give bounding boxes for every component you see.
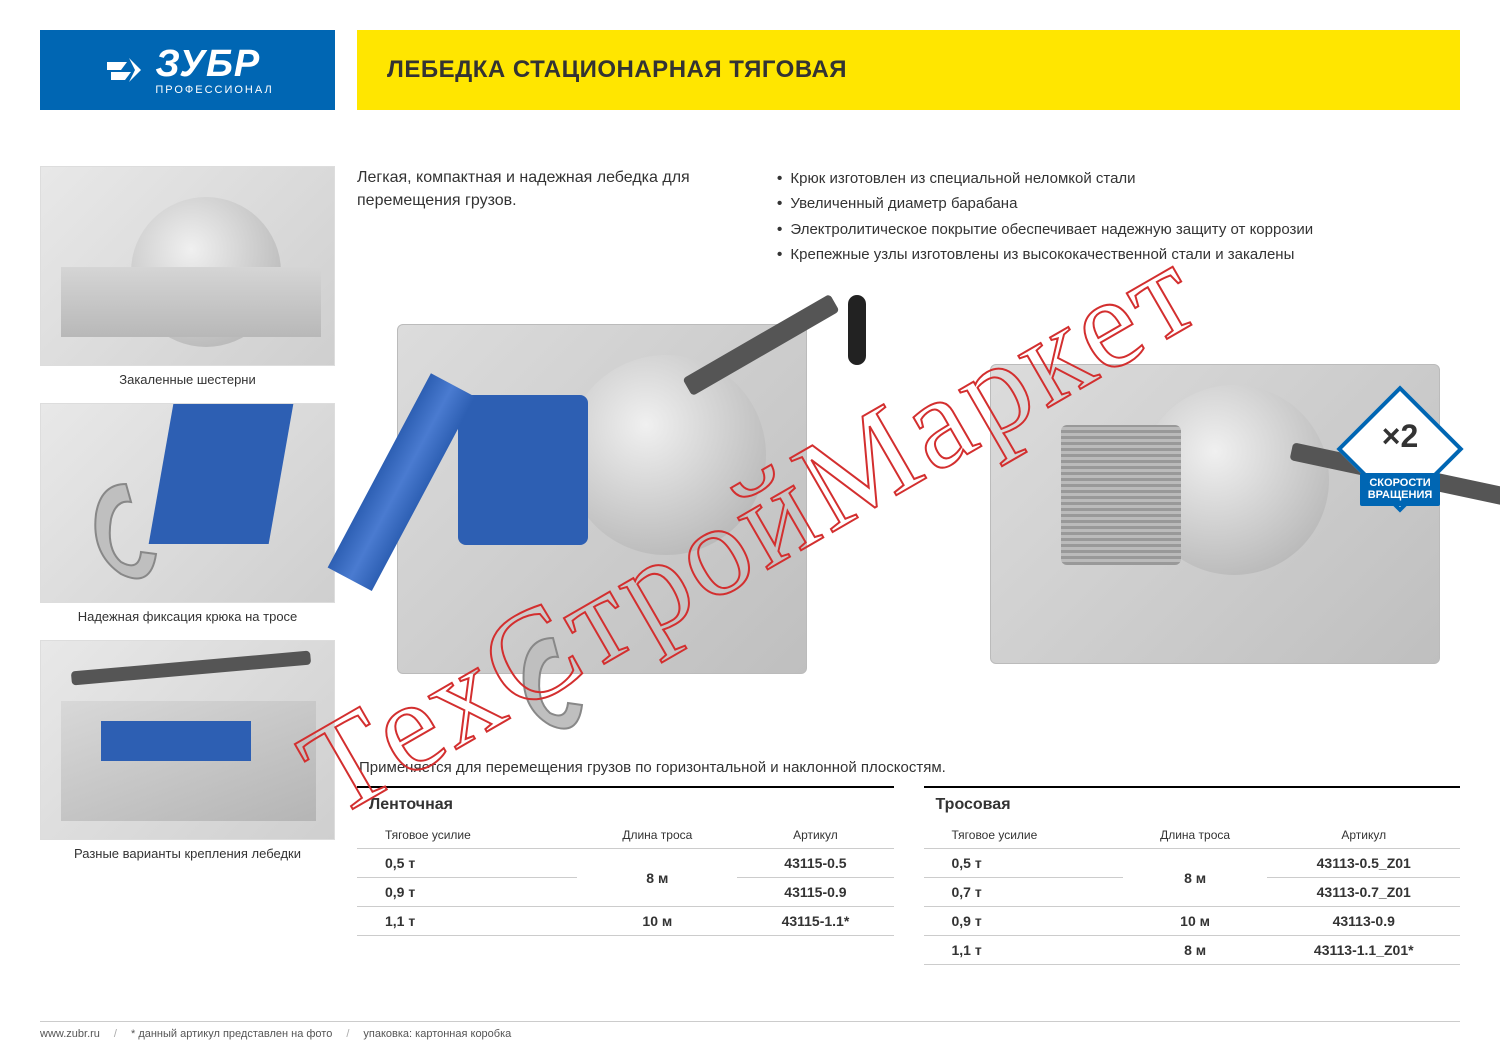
feature-item: Увеличенный диаметр барабана xyxy=(777,191,1313,217)
thumb-2-image xyxy=(40,403,335,603)
brand-name: ЗУБР xyxy=(155,45,273,83)
feature-item: Крепежные узлы изготовлены из высококаче… xyxy=(777,242,1313,268)
title-bar: ЛЕБЕДКА СТАЦИОНАРНАЯ ТЯГОВАЯ xyxy=(357,30,1460,110)
cell-sku: 43115-1.1* xyxy=(737,907,893,936)
footer-note: * данный артикул представлен на фото xyxy=(131,1028,332,1040)
cell-sku: 43115-0.5 xyxy=(737,849,893,878)
hero-area: ×2 СКОРОСТИ ВРАЩЕНИЯ xyxy=(357,288,1460,752)
header: ЗУБР ПРОФЕССИОНАЛ ЛЕБЕДКА СТАЦИОНАРНАЯ Т… xyxy=(40,30,1460,110)
cell-sku: 43113-0.9 xyxy=(1267,907,1460,936)
feature-item: Электролитическое покрытие обеспечивает … xyxy=(777,217,1313,243)
product-image-strap-winch xyxy=(397,324,807,674)
cell-length: 8 м xyxy=(1123,849,1268,907)
table-row: 1,1 т8 м43113-1.1_Z01* xyxy=(924,936,1461,965)
cell-length: 8 м xyxy=(1123,936,1268,965)
spec-tables: Ленточная Тяговое усилие Длина троса Арт… xyxy=(357,786,1460,965)
thumb-3: Разные варианты крепления лебедки xyxy=(40,640,335,861)
cell-force: 0,5 т xyxy=(357,849,577,878)
brand-subtitle: ПРОФЕССИОНАЛ xyxy=(155,85,273,96)
main-content: Легкая, компактная и надежная лебедка дл… xyxy=(357,166,1460,966)
footer: www.zubr.ru / * данный артикул представл… xyxy=(40,1021,1460,1040)
table-strap: Ленточная Тяговое усилие Длина троса Арт… xyxy=(357,786,894,965)
badge-x2: ×2 xyxy=(1382,418,1418,455)
table-strap-title: Ленточная xyxy=(357,786,894,822)
table-row: 0,9 т10 м43113-0.9 xyxy=(924,907,1461,936)
cell-sku: 43115-0.9 xyxy=(737,878,893,907)
page-title: ЛЕБЕДКА СТАЦИОНАРНАЯ ТЯГОВАЯ xyxy=(387,56,847,84)
thumb-2-caption: Надежная фиксация крюка на тросе xyxy=(40,609,335,624)
thumb-1-image xyxy=(40,166,335,366)
thumb-2: Надежная фиксация крюка на тросе xyxy=(40,403,335,624)
intro-text: Легкая, компактная и надежная лебедка дл… xyxy=(357,166,717,268)
feature-item: Крюк изготовлен из специальной неломкой … xyxy=(777,166,1313,192)
feature-list: Крюк изготовлен из специальной неломкой … xyxy=(777,166,1313,268)
cell-force: 0,7 т xyxy=(924,878,1123,907)
th-sku: Артикул xyxy=(1267,822,1460,849)
th-force: Тяговое усилие xyxy=(924,822,1123,849)
th-length: Длина троса xyxy=(577,822,737,849)
table-cable: Тросовая Тяговое усилие Длина троса Арти… xyxy=(924,786,1461,965)
footer-url: www.zubr.ru xyxy=(40,1028,100,1040)
th-length: Длина троса xyxy=(1123,822,1268,849)
cell-length: 8 м xyxy=(577,849,737,907)
cell-sku: 43113-0.5_Z01 xyxy=(1267,849,1460,878)
thumb-1-caption: Закаленные шестерни xyxy=(40,372,335,387)
brand-logo: ЗУБР ПРОФЕССИОНАЛ xyxy=(40,30,335,110)
brand-logo-icon xyxy=(101,48,145,92)
cell-force: 0,5 т xyxy=(924,849,1123,878)
thumb-3-caption: Разные варианты крепления лебедки xyxy=(40,846,335,861)
table-row: 1,1 т10 м43115-1.1* xyxy=(357,907,894,936)
thumb-1: Закаленные шестерни xyxy=(40,166,335,387)
cell-sku: 43113-1.1_Z01* xyxy=(1267,936,1460,965)
cell-length: 10 м xyxy=(577,907,737,936)
cell-sku: 43113-0.7_Z01 xyxy=(1267,878,1460,907)
footer-pack: упаковка: картонная коробка xyxy=(363,1028,511,1040)
cell-force: 0,9 т xyxy=(924,907,1123,936)
cell-length: 10 м xyxy=(1123,907,1268,936)
thumb-3-image xyxy=(40,640,335,840)
cell-force: 0,9 т xyxy=(357,878,577,907)
table-row: 0,5 т8 м43115-0.5 xyxy=(357,849,894,878)
th-force: Тяговое усилие xyxy=(357,822,577,849)
thumbnails-column: Закаленные шестерни Надежная фиксация кр… xyxy=(40,166,335,966)
th-sku: Артикул xyxy=(737,822,893,849)
cell-force: 1,1 т xyxy=(357,907,577,936)
badge-label: СКОРОСТИ ВРАЩЕНИЯ xyxy=(1360,473,1441,506)
speed-badge: ×2 СКОРОСТИ ВРАЩЕНИЯ xyxy=(1340,396,1460,521)
cell-force: 1,1 т xyxy=(924,936,1123,965)
table-row: 0,5 т8 м43113-0.5_Z01 xyxy=(924,849,1461,878)
table-cable-title: Тросовая xyxy=(924,786,1461,822)
usage-text: Применяется для перемещения грузов по го… xyxy=(359,759,1460,776)
